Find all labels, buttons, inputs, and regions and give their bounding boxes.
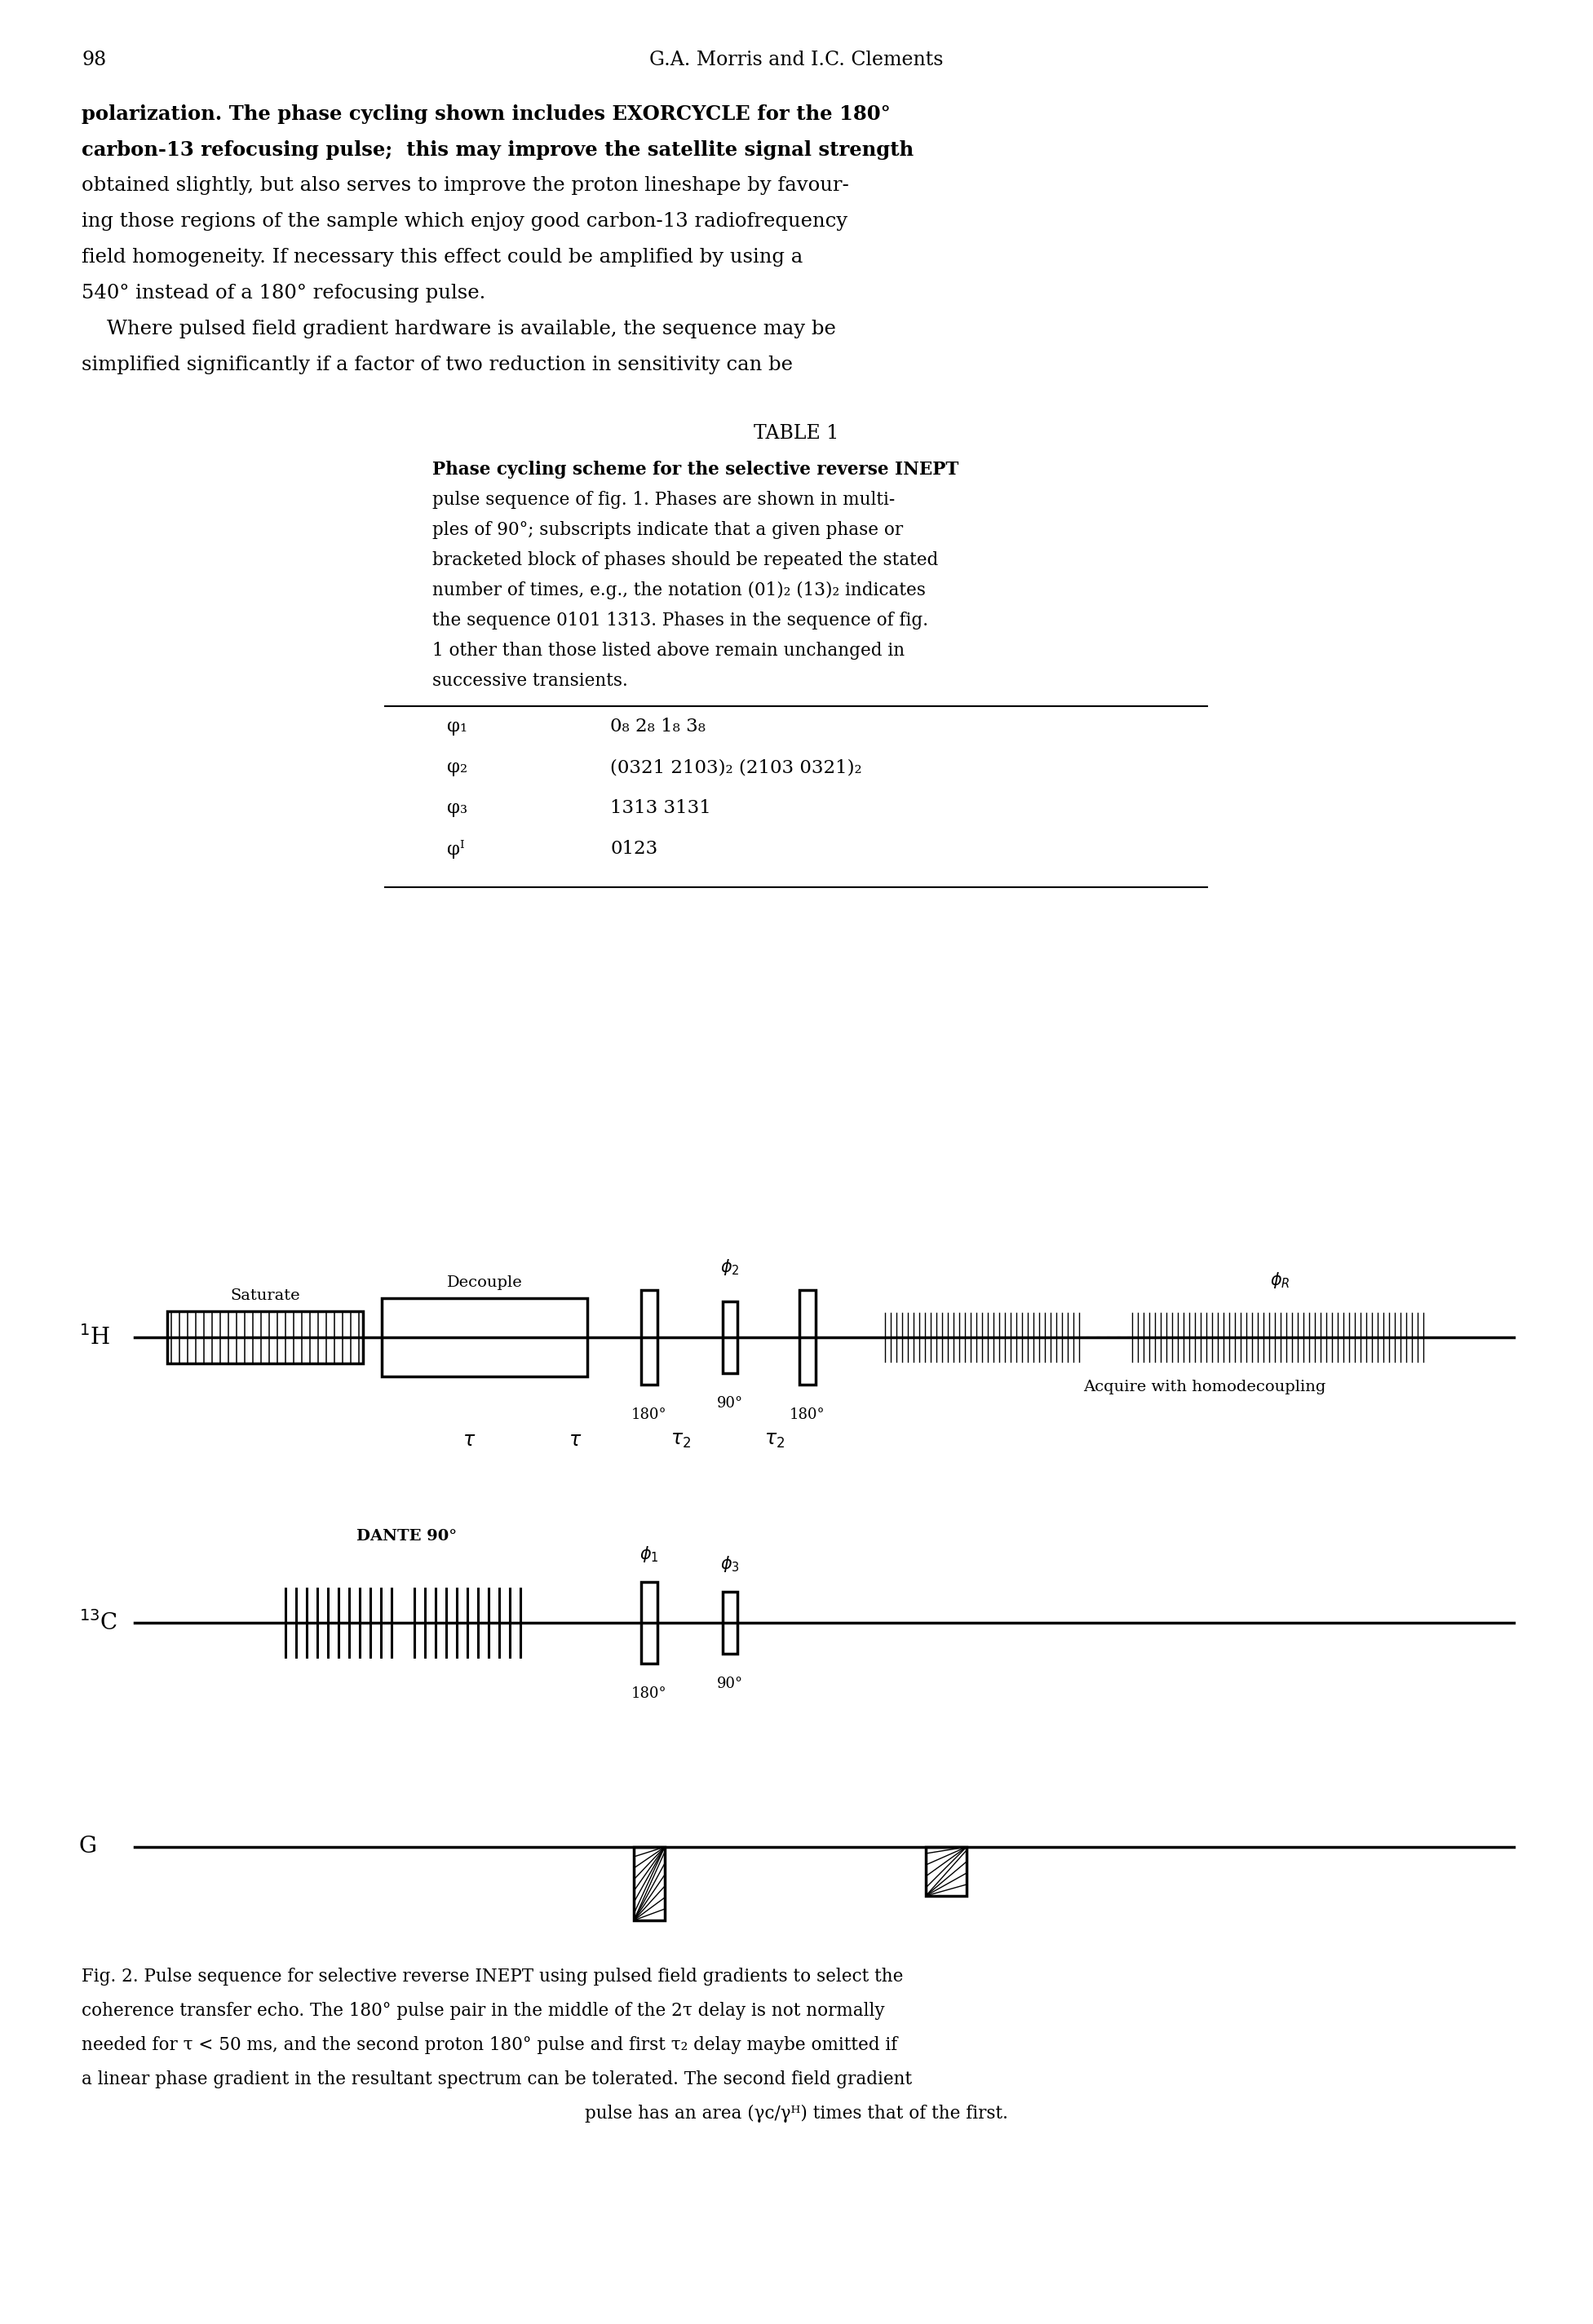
Text: obtained slightly, but also serves to improve the proton lineshape by favour-: obtained slightly, but also serves to im…: [81, 177, 849, 195]
Text: 90°: 90°: [717, 1397, 742, 1411]
Text: G: G: [80, 1836, 97, 1857]
Text: 90°: 90°: [717, 1676, 742, 1692]
Text: Decouple: Decouple: [446, 1276, 523, 1290]
Bar: [926, 1848, 967, 1896]
Text: carbon-13 refocusing pulse;  this may improve the satellite signal strength: carbon-13 refocusing pulse; this may imp…: [81, 139, 914, 160]
Text: 1 other than those listed above remain unchanged in: 1 other than those listed above remain u…: [432, 641, 905, 660]
Text: 0123: 0123: [610, 839, 658, 858]
Text: TABLE 1: TABLE 1: [753, 423, 838, 444]
Text: $^{13}$C: $^{13}$C: [80, 1611, 118, 1634]
Text: 180°: 180°: [631, 1687, 667, 1701]
Text: Phase cycling scheme for the selective reverse INEPT: Phase cycling scheme for the selective r…: [432, 460, 959, 479]
Text: $\tau$: $\tau$: [462, 1432, 476, 1450]
Text: φ₁: φ₁: [448, 718, 467, 734]
Text: Acquire with homodecoupling: Acquire with homodecoupling: [1083, 1380, 1325, 1394]
Text: number of times, e.g., the notation (01)₂ (13)₂ indicates: number of times, e.g., the notation (01)…: [432, 581, 926, 600]
Text: G.A. Morris and I.C. Clements: G.A. Morris and I.C. Clements: [648, 51, 943, 70]
Text: a linear phase gradient in the resultant spectrum can be tolerated. The second f: a linear phase gradient in the resultant…: [81, 2071, 913, 2089]
Bar: [640, 1290, 658, 1385]
Text: simplified significantly if a factor of two reduction in sensitivity can be: simplified significantly if a factor of …: [81, 356, 793, 374]
Text: ing those regions of the sample which enjoy good carbon-13 radiofrequency: ing those regions of the sample which en…: [81, 211, 847, 230]
Text: successive transients.: successive transients.: [432, 672, 628, 690]
Bar: [167, 1311, 363, 1364]
Text: 540° instead of a 180° refocusing pulse.: 540° instead of a 180° refocusing pulse.: [81, 284, 486, 302]
Bar: [634, 1848, 664, 1920]
Text: polarization. The phase cycling shown includes EXORCYCLE for the 180°: polarization. The phase cycling shown in…: [81, 105, 890, 123]
Text: DANTE 90°: DANTE 90°: [357, 1529, 457, 1543]
Text: φ₂: φ₂: [448, 758, 468, 776]
Text: ples of 90°; subscripts indicate that a given phase or: ples of 90°; subscripts indicate that a …: [432, 521, 903, 539]
Text: $\phi_1$: $\phi_1$: [640, 1545, 660, 1564]
Bar: [800, 1290, 816, 1385]
Text: $\tau_2$: $\tau_2$: [765, 1432, 785, 1450]
Text: needed for τ < 50 ms, and the second proton 180° pulse and first τ₂ delay maybe : needed for τ < 50 ms, and the second pro…: [81, 2036, 897, 2054]
Text: 98: 98: [81, 51, 107, 70]
Text: $\phi_2$: $\phi_2$: [720, 1257, 739, 1276]
Text: 0₈ 2₈ 1₈ 3₈: 0₈ 2₈ 1₈ 3₈: [610, 718, 706, 734]
Text: coherence transfer echo. The 180° pulse pair in the middle of the 2τ delay is no: coherence transfer echo. The 180° pulse …: [81, 2001, 884, 2020]
Text: field homogeneity. If necessary this effect could be amplified by using a: field homogeneity. If necessary this eff…: [81, 249, 803, 267]
Bar: [640, 1583, 658, 1664]
Text: $\phi_3$: $\phi_3$: [720, 1555, 739, 1573]
Text: Where pulsed field gradient hardware is available, the sequence may be: Where pulsed field gradient hardware is …: [81, 321, 836, 339]
Text: pulse has an area (γᴄ/γᴴ) times that of the first.: pulse has an area (γᴄ/γᴴ) times that of …: [585, 2106, 1008, 2122]
Bar: [723, 1592, 738, 1655]
Text: 180°: 180°: [631, 1408, 667, 1422]
Text: $\phi_R$: $\phi_R$: [1270, 1271, 1290, 1290]
Text: φᴵ: φᴵ: [448, 839, 465, 858]
Text: bracketed block of phases should be repeated the stated: bracketed block of phases should be repe…: [432, 551, 938, 569]
Text: Saturate: Saturate: [229, 1287, 299, 1304]
Text: 1313 3131: 1313 3131: [610, 799, 710, 818]
Bar: [382, 1299, 588, 1376]
Bar: [723, 1301, 738, 1373]
Text: $\tau$: $\tau$: [569, 1432, 581, 1450]
Text: pulse sequence of fig. 1. Phases are shown in multi-: pulse sequence of fig. 1. Phases are sho…: [432, 490, 895, 509]
Text: $^1$H: $^1$H: [80, 1325, 110, 1350]
Text: Fig. 2. Pulse sequence for selective reverse INEPT using pulsed field gradients : Fig. 2. Pulse sequence for selective rev…: [81, 1968, 903, 1985]
Text: (0321 2103)₂ (2103 0321)₂: (0321 2103)₂ (2103 0321)₂: [610, 758, 862, 776]
Text: $\tau_2$: $\tau_2$: [671, 1432, 691, 1450]
Text: 180°: 180°: [790, 1408, 825, 1422]
Text: φ₃: φ₃: [448, 799, 467, 818]
Text: the sequence 0101 1313. Phases in the sequence of fig.: the sequence 0101 1313. Phases in the se…: [432, 611, 929, 630]
